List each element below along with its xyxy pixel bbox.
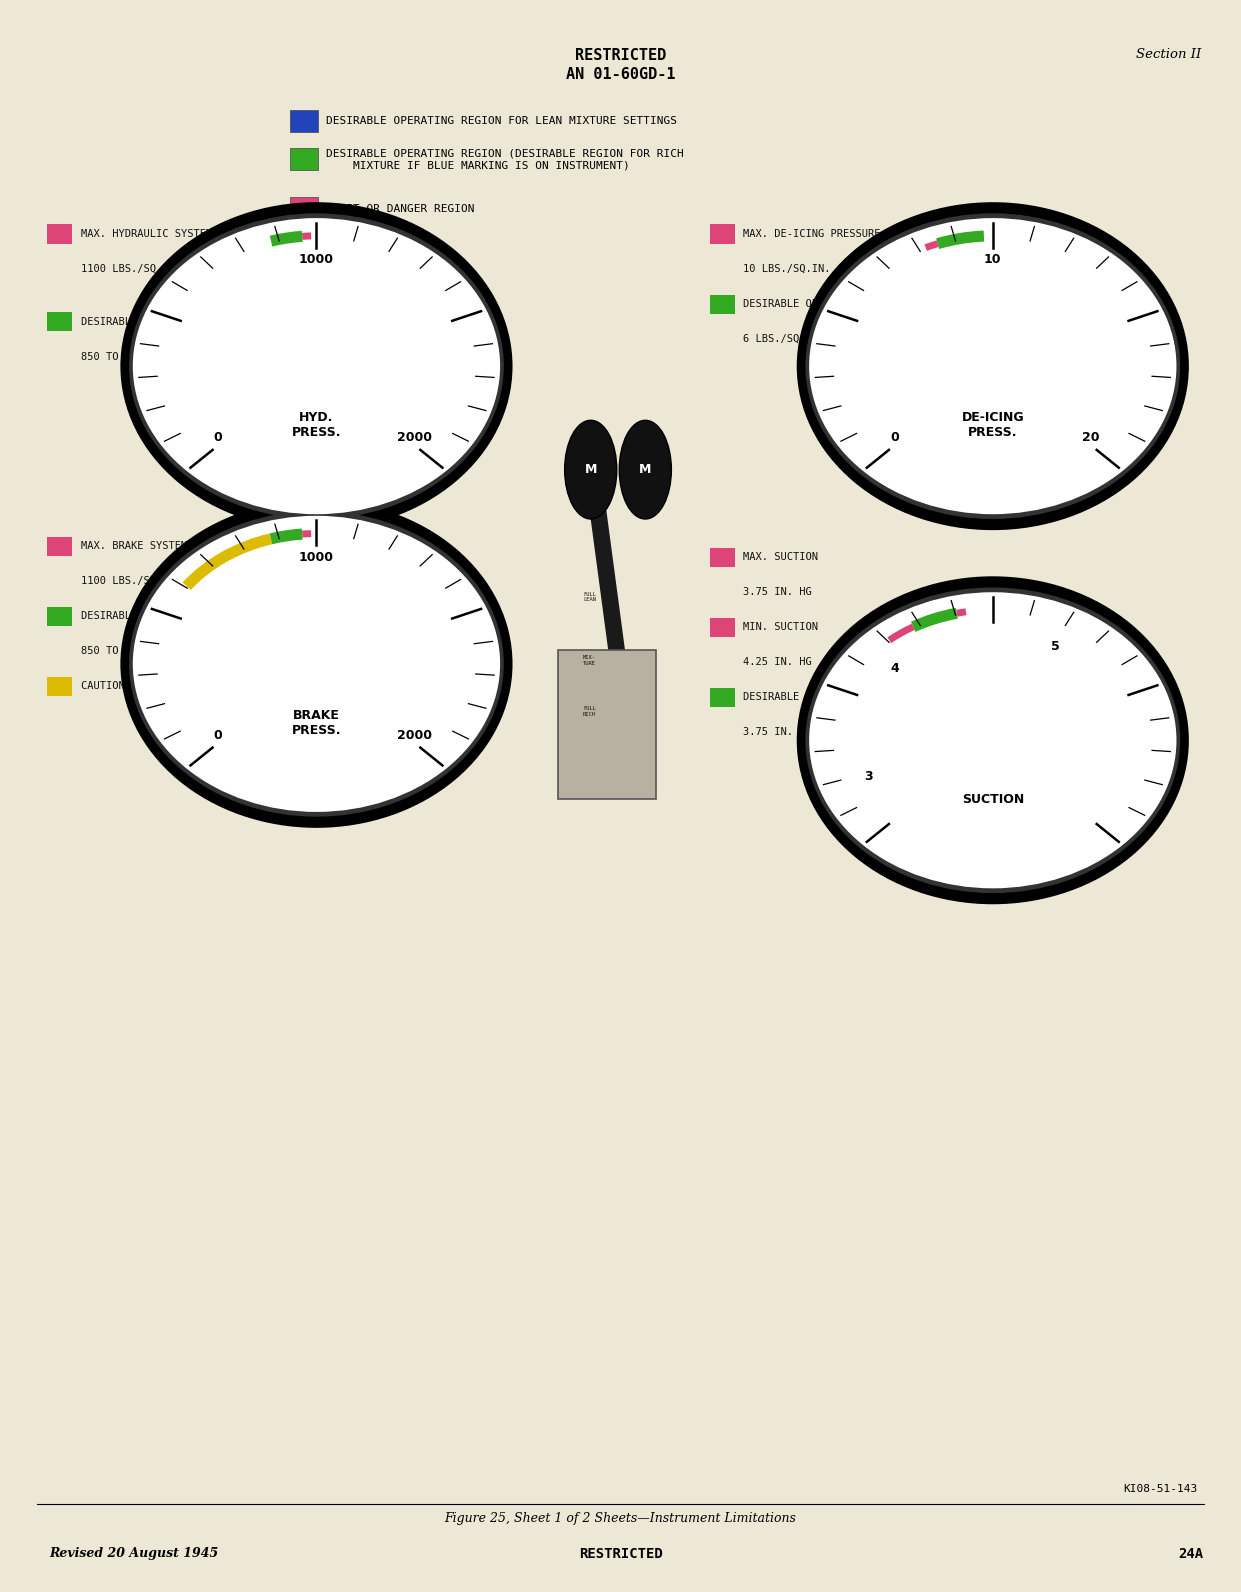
FancyBboxPatch shape [710, 224, 735, 244]
Text: 1000: 1000 [299, 551, 334, 564]
Text: FULL
LEAN: FULL LEAN [583, 592, 596, 602]
Text: MAX. HYDRAULIC SYSTEM PRESSURE: MAX. HYDRAULIC SYSTEM PRESSURE [81, 229, 268, 239]
Text: RESTRICTED: RESTRICTED [578, 1547, 663, 1562]
Text: MIN. SUCTION: MIN. SUCTION [743, 622, 818, 632]
Text: HYD.
PRESS.: HYD. PRESS. [292, 411, 341, 439]
Text: Revised 20 August 1945: Revised 20 August 1945 [50, 1547, 218, 1560]
Text: MAX. DE-ICING PRESSURE: MAX. DE-ICING PRESSURE [743, 229, 881, 239]
FancyBboxPatch shape [290, 110, 318, 132]
Text: DESIRABLE OPERATING RANGE: DESIRABLE OPERATING RANGE [743, 299, 900, 309]
Text: Figure 25, Sheet 1 of 2 Sheets—Instrument Limitations: Figure 25, Sheet 1 of 2 Sheets—Instrumen… [444, 1512, 797, 1525]
Text: 0: 0 [213, 431, 222, 444]
Text: 10: 10 [984, 253, 1001, 266]
Text: 3.75 IN. HG TO 4.25 IN. HG: 3.75 IN. HG TO 4.25 IN. HG [743, 728, 906, 737]
Ellipse shape [797, 576, 1189, 904]
Text: 0: 0 [213, 729, 222, 742]
FancyBboxPatch shape [710, 688, 735, 707]
Ellipse shape [805, 587, 1180, 893]
Text: LIMIT OR DANGER REGION: LIMIT OR DANGER REGION [326, 204, 475, 213]
Text: 5: 5 [1051, 640, 1060, 653]
Text: 2000: 2000 [397, 431, 432, 444]
Text: KI08-51-143: KI08-51-143 [1123, 1484, 1198, 1493]
Text: 850 TO 1100 LBS./SQ.IN.: 850 TO 1100 LBS./SQ.IN. [81, 352, 225, 361]
Text: 4: 4 [890, 662, 898, 675]
Ellipse shape [809, 592, 1176, 888]
Text: CAUTION: CAUTION [326, 237, 374, 247]
Text: FULL
RICH: FULL RICH [583, 707, 596, 716]
Text: 0: 0 [890, 431, 898, 444]
Text: 1100 LBS./SQ.IN.: 1100 LBS./SQ.IN. [81, 264, 181, 274]
FancyBboxPatch shape [47, 537, 72, 556]
Text: Section II: Section II [1136, 48, 1201, 60]
Text: DESIRABLE OPERATING RANGE: DESIRABLE OPERATING RANGE [81, 317, 237, 326]
Text: M: M [639, 463, 652, 476]
Ellipse shape [809, 218, 1176, 514]
Ellipse shape [129, 213, 504, 519]
Ellipse shape [120, 202, 513, 530]
Text: DESIRABLE OPERATING REGION (DESIRABLE REGION FOR RICH
    MIXTURE IF BLUE MARKIN: DESIRABLE OPERATING REGION (DESIRABLE RE… [326, 148, 684, 170]
Text: 24A: 24A [1179, 1547, 1204, 1562]
Ellipse shape [797, 202, 1189, 530]
FancyBboxPatch shape [710, 295, 735, 314]
Text: RESTRICTED: RESTRICTED [575, 48, 666, 62]
Text: 850 TO 1100 LBS./SQ.IN.: 850 TO 1100 LBS./SQ.IN. [81, 646, 225, 656]
Text: DESIRABLE OPERATING RANGE: DESIRABLE OPERATING RANGE [81, 611, 237, 621]
FancyBboxPatch shape [47, 312, 72, 331]
Text: 1100 LBS./SQ.IN.: 1100 LBS./SQ.IN. [81, 576, 181, 586]
Text: 1000: 1000 [299, 253, 334, 266]
FancyBboxPatch shape [290, 197, 318, 220]
Ellipse shape [565, 420, 617, 519]
Text: M: M [585, 463, 597, 476]
Text: SUCTION: SUCTION [962, 793, 1024, 806]
Ellipse shape [120, 500, 513, 828]
Text: 3: 3 [864, 771, 872, 783]
FancyBboxPatch shape [290, 148, 318, 170]
FancyBboxPatch shape [47, 224, 72, 244]
Text: MAX. SUCTION: MAX. SUCTION [743, 552, 818, 562]
FancyBboxPatch shape [558, 650, 656, 799]
Ellipse shape [805, 213, 1180, 519]
Text: 10 LBS./SQ.IN.: 10 LBS./SQ.IN. [743, 264, 831, 274]
Ellipse shape [619, 420, 671, 519]
Text: CAUTION 500 TO 850 LBS./SQ.IN.: CAUTION 500 TO 850 LBS./SQ.IN. [81, 681, 268, 691]
Text: 3.75 IN. HG: 3.75 IN. HG [743, 587, 812, 597]
Ellipse shape [129, 511, 504, 817]
Text: 6 LBS./SQ.IN. TO  7.5 LBS./SQ.IN.: 6 LBS./SQ.IN. TO 7.5 LBS./SQ.IN. [743, 334, 949, 344]
Text: BRAKE
PRESS.: BRAKE PRESS. [292, 708, 341, 737]
FancyBboxPatch shape [290, 231, 318, 253]
FancyBboxPatch shape [710, 618, 735, 637]
Text: MIX-
TURE: MIX- TURE [583, 656, 596, 665]
Text: 2000: 2000 [397, 729, 432, 742]
Text: AN 01-60GD-1: AN 01-60GD-1 [566, 67, 675, 81]
Ellipse shape [133, 516, 500, 812]
FancyBboxPatch shape [710, 548, 735, 567]
FancyBboxPatch shape [47, 607, 72, 626]
Text: 4.25 IN. HG: 4.25 IN. HG [743, 657, 812, 667]
FancyBboxPatch shape [47, 677, 72, 696]
Text: DESIRABLE  OPERATING RANGE: DESIRABLE OPERATING RANGE [743, 693, 906, 702]
Text: 20: 20 [1082, 431, 1100, 444]
Text: DE-ICING
PRESS.: DE-ICING PRESS. [962, 411, 1024, 439]
Text: MAX. BRAKE SYSTEM PRESSURE: MAX. BRAKE SYSTEM PRESSURE [81, 541, 243, 551]
Ellipse shape [133, 218, 500, 514]
Text: DESIRABLE OPERATING REGION FOR LEAN MIXTURE SETTINGS: DESIRABLE OPERATING REGION FOR LEAN MIXT… [326, 116, 678, 126]
